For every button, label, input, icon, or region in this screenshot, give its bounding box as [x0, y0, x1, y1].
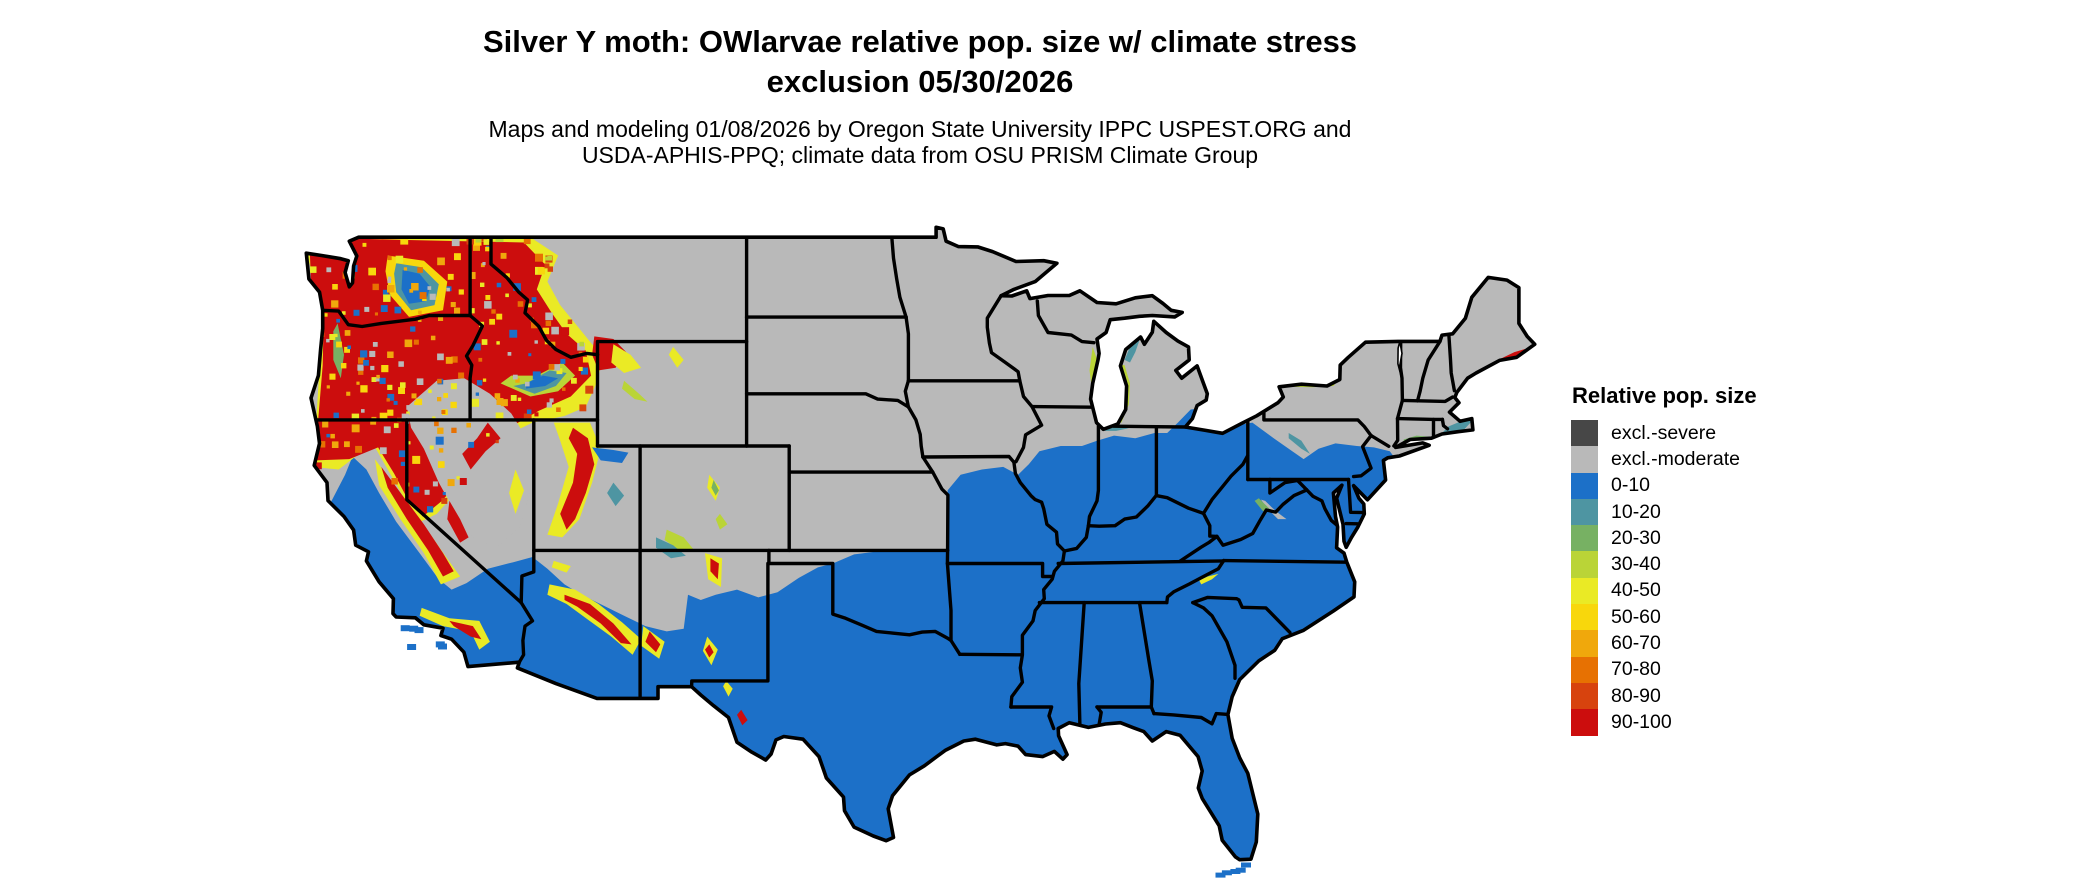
legend-item-label: 70-80 — [1611, 658, 1661, 681]
legend-swatch — [1571, 604, 1598, 631]
legend-swatch — [1571, 446, 1598, 473]
legend-item: 10-20 — [1571, 498, 1991, 526]
legend-item: 0-10 — [1571, 472, 1991, 499]
legend-swatch — [1571, 656, 1598, 683]
legend-item: 70-80 — [1571, 656, 1991, 683]
legend-item: 20-30 — [1571, 525, 1991, 552]
subtitle-line-2: USDA-APHIS-PPQ; climate data from OSU PR… — [581, 142, 1259, 168]
legend-swatch — [1571, 577, 1598, 605]
legend-item-label: 30-40 — [1611, 553, 1661, 576]
legend-item-label: 10-20 — [1611, 500, 1661, 523]
figure-title: Silver Y moth: OWlarvae relative pop. si… — [250, 22, 1590, 102]
legend-item: 30-40 — [1571, 551, 1991, 578]
title-line-1: Silver Y moth: OWlarvae relative pop. si… — [482, 24, 1358, 59]
title-line-2: exclusion 05/30/2026 — [766, 64, 1074, 99]
legend-item-label: excl.-severe — [1611, 421, 1717, 444]
legend-item: excl.-moderate — [1571, 446, 1991, 473]
legend-item-label: 50-60 — [1611, 605, 1661, 628]
legend-item: 40-50 — [1571, 577, 1991, 605]
legend-item-label: 20-30 — [1611, 526, 1661, 549]
legend-item-label: 60-70 — [1611, 632, 1661, 655]
legend: Relative pop. size excl.-severe excl.-mod… — [1571, 383, 1991, 736]
legend-swatch — [1571, 420, 1598, 447]
legend-item-label: 90-100 — [1611, 710, 1672, 733]
legend-item: excl.-severe — [1571, 420, 1991, 447]
legend-swatch — [1571, 498, 1598, 526]
legend-swatch — [1571, 709, 1598, 736]
legend-item: 60-70 — [1571, 630, 1991, 657]
legend-item: 50-60 — [1571, 604, 1991, 631]
legend-item-label: 80-90 — [1611, 684, 1661, 707]
legend-swatch — [1571, 525, 1598, 552]
legend-item-label: excl.-moderate — [1611, 447, 1740, 470]
legend-item-label: 40-50 — [1611, 579, 1661, 602]
legend-swatch — [1571, 630, 1598, 657]
legend-swatch — [1571, 551, 1598, 578]
figure-subtitle: Maps and modeling 01/08/2026 by Oregon S… — [250, 116, 1590, 168]
legend-swatch — [1571, 472, 1598, 499]
legend-swatch — [1571, 682, 1598, 710]
subtitle-line-1: Maps and modeling 01/08/2026 by Oregon S… — [488, 116, 1352, 142]
legend-item: 90-100 — [1571, 709, 1991, 736]
legend-title: Relative pop. size — [1572, 383, 1757, 408]
legend-item: 80-90 — [1571, 682, 1991, 710]
legend-item-label: 0-10 — [1611, 474, 1651, 497]
legend-items: excl.-severe excl.-moderate 0-10 10-20 20-30… — [1571, 420, 1991, 736]
